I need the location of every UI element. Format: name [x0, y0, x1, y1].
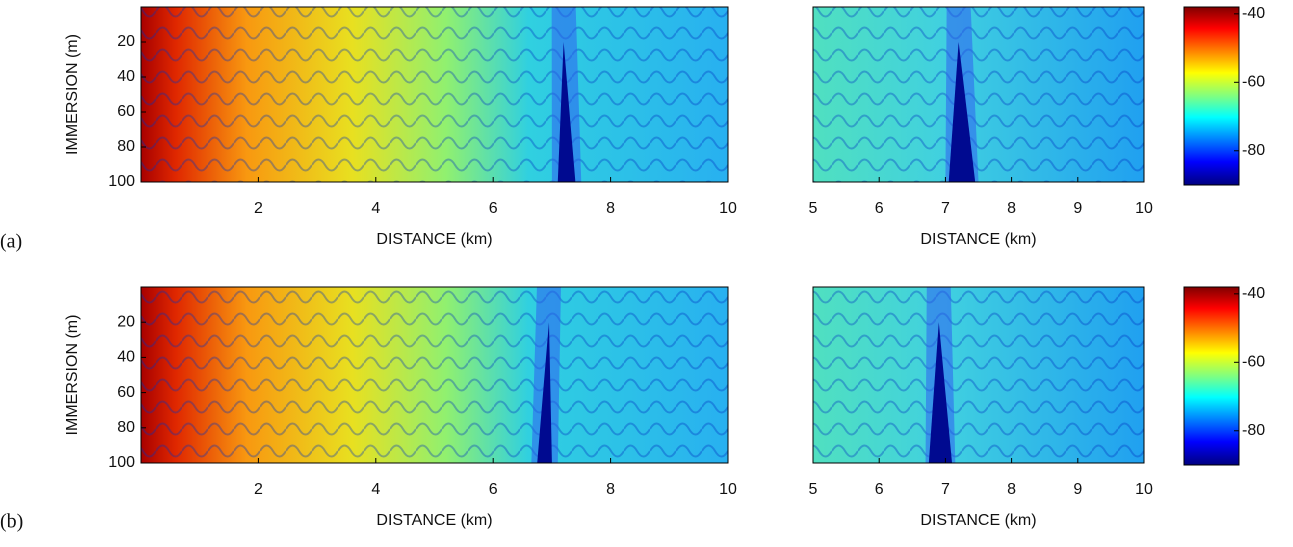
x-tick-label: 6 [489, 200, 498, 217]
y-axis-label: IMMERSION (m) [64, 315, 81, 436]
shadow-zone [557, 42, 576, 182]
y-tick-label: 60 [117, 384, 135, 401]
x-tick-label: 10 [1135, 200, 1153, 217]
y-axis-label: IMMERSION (m) [64, 34, 81, 155]
x-tick-label: 4 [371, 481, 380, 498]
x-tick-label: 9 [1073, 481, 1082, 498]
x-tick-label: 5 [809, 200, 818, 217]
x-tick-label: 8 [606, 481, 615, 498]
plot-frame [140, 286, 729, 464]
panel-label: (a) [0, 231, 22, 253]
colorbar-tick-label: -40 [1242, 285, 1265, 302]
plot-frame [812, 286, 1145, 464]
plot-frame [812, 6, 1145, 183]
x-tick-label: 9 [1073, 200, 1082, 217]
shadow-zone [537, 322, 552, 463]
colorbar-tick-label: -80 [1242, 142, 1265, 159]
y-tick-label: 40 [117, 68, 135, 85]
heatmap-texture [141, 287, 728, 463]
x-axis-label: DISTANCE (km) [376, 231, 492, 248]
colorbar-tick-label: -80 [1242, 422, 1265, 439]
x-tick-label: 6 [875, 481, 884, 498]
colorbar-tick-label: -60 [1242, 354, 1265, 371]
y-tick-label: 20 [117, 33, 135, 50]
x-tick-label: 6 [489, 481, 498, 498]
x-tick-label: 10 [719, 481, 737, 498]
shadow-zone [928, 322, 953, 463]
y-tick-label: 40 [117, 349, 135, 366]
plot-frame [140, 6, 729, 183]
x-tick-label: 7 [941, 481, 950, 498]
colorbar [1183, 286, 1240, 466]
x-tick-label: 5 [809, 481, 818, 498]
x-tick-label: 4 [371, 200, 380, 217]
heatmap-texture [813, 7, 1144, 182]
y-tick-label: 80 [117, 138, 135, 155]
panel-label: (b) [0, 511, 23, 533]
colorbar-tick-label: -60 [1242, 74, 1265, 91]
x-tick-label: 6 [875, 200, 884, 217]
x-tick-label: 7 [941, 200, 950, 217]
y-tick-label: 60 [117, 103, 135, 120]
x-tick-label: 8 [1007, 200, 1016, 217]
y-tick-label: 80 [117, 419, 135, 436]
y-tick-label: 100 [108, 454, 135, 471]
colorbar [1183, 6, 1240, 186]
x-axis-label: DISTANCE (km) [920, 231, 1036, 248]
colorbar-tick-label: -40 [1242, 5, 1265, 22]
y-tick-label: 100 [108, 173, 135, 190]
x-tick-label: 8 [1007, 481, 1016, 498]
heatmap-texture [141, 7, 728, 182]
x-tick-label: 2 [254, 481, 263, 498]
shadow-zone [948, 42, 976, 182]
x-tick-label: 2 [254, 200, 263, 217]
x-axis-label: DISTANCE (km) [376, 512, 492, 529]
y-tick-label: 20 [117, 313, 135, 330]
x-axis-label: DISTANCE (km) [920, 512, 1036, 529]
x-tick-label: 10 [719, 200, 737, 217]
x-tick-label: 8 [606, 200, 615, 217]
heatmap-texture [813, 287, 1144, 463]
x-tick-label: 10 [1135, 481, 1153, 498]
